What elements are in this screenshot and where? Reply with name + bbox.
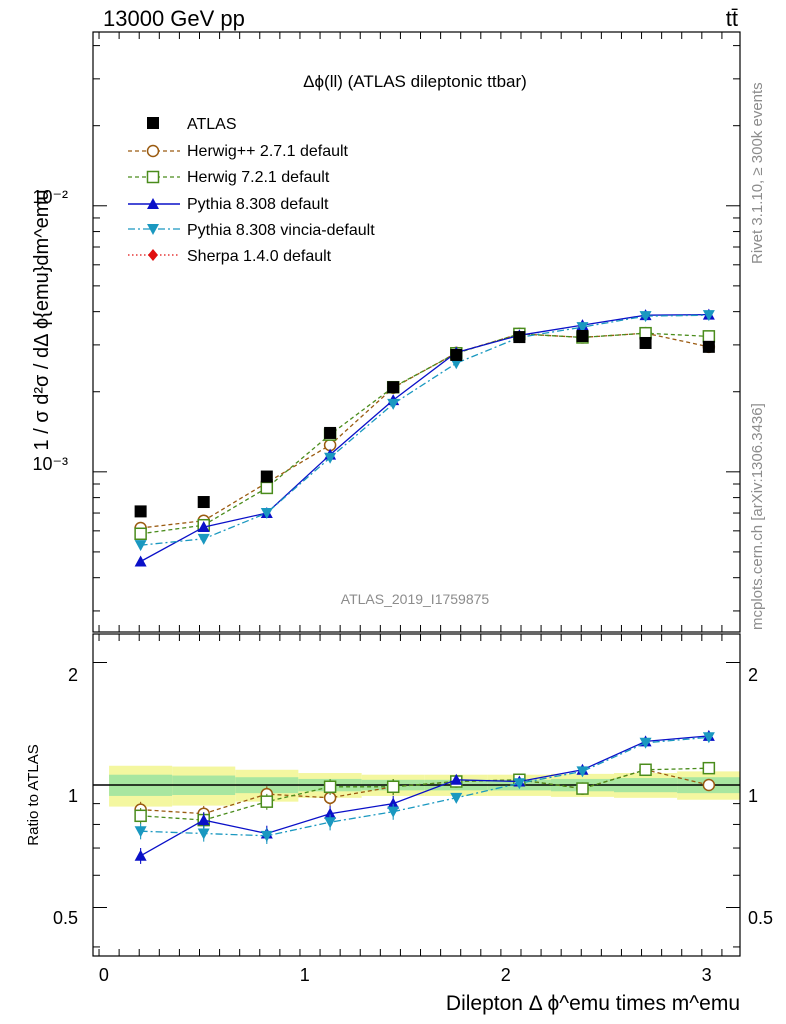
legend-label-pythia: Pythia 8.308 default: [187, 196, 329, 213]
x-tick-label-3: 3: [702, 965, 712, 985]
ratio-line-vincia: [140, 736, 709, 837]
ratio-tick-label-1: 1: [68, 786, 78, 806]
x-tick-label-1: 1: [300, 965, 310, 985]
legend-marker-atlas: [147, 117, 159, 129]
ratio-y-axis-label: Ratio to ATLAS: [25, 744, 42, 845]
ratio-point-vincia: [513, 778, 526, 790]
data-point-atlas: [197, 496, 210, 509]
ratio-point-vincia: [387, 806, 400, 818]
y-tick-label-1e-3: 10⁻³: [32, 454, 68, 474]
data-point-atlas: [134, 505, 147, 518]
ratio-tick-label-2: 2: [68, 665, 78, 685]
ratio-point-pythia: [450, 773, 463, 785]
data-point-vincia: [639, 311, 652, 323]
legend-marker-pythia: [147, 198, 159, 209]
main-axis-ticks: [93, 32, 740, 632]
legend-label-herwigpp: Herwig++ 2.7.1 default: [187, 143, 349, 160]
ratio-point-pythia: [134, 849, 147, 861]
ratio-point-vincia: [260, 830, 273, 842]
data-point-vincia: [387, 398, 400, 410]
ratio-point-herwig7: [639, 763, 652, 777]
data-point-vincia: [324, 452, 337, 464]
series-line-herwig7: [140, 332, 709, 535]
ratio-series-group: [93, 729, 740, 864]
data-point-vincia: [702, 310, 715, 322]
ratio-tick-label-right-1: 1: [748, 786, 758, 806]
data-point-atlas: [260, 470, 273, 483]
ratio-line-pythia: [140, 735, 709, 857]
series-line-pythia: [140, 313, 709, 563]
legend-label-atlas: ATLAS: [187, 116, 237, 133]
main-series-group: [134, 308, 716, 567]
ratio-line-herwig7: [140, 767, 709, 821]
series-line-herwigpp: [140, 332, 710, 529]
x-tick-label-0: 0: [99, 965, 109, 985]
data-point-atlas: [639, 336, 652, 349]
ratio-axis-ticks: [93, 634, 740, 956]
ratio-tick-label-right-2: 2: [748, 665, 758, 685]
mcplots-label: mcplots.cern.ch [arXiv:1306.3436]: [749, 403, 766, 630]
ratio-plot-frame: [92, 633, 741, 957]
data-point-pythia: [134, 555, 147, 567]
chart-title: Δϕ(ll) (ATLAS dileptonic ttbar): [303, 72, 527, 91]
data-point-atlas: [450, 348, 463, 361]
ratio-point-herwig7: [386, 780, 400, 794]
x-tick-labels: 0 1 2 3: [99, 965, 712, 985]
x-axis-label: Dilepton Δ ϕ^emu times m^emu: [446, 992, 740, 1015]
data-point-herwig7: [702, 330, 716, 343]
analysis-watermark: ATLAS_2019_I1759875: [341, 591, 490, 607]
legend-marker-vincia: [147, 224, 159, 235]
ratio-point-pythia: [197, 814, 210, 826]
x-tick-label-2: 2: [501, 965, 511, 985]
ratio-point-vincia: [324, 817, 337, 829]
series-line-vincia: [140, 314, 709, 546]
ratio-point-herwig7: [134, 809, 147, 823]
ratio-point-vincia: [576, 766, 589, 778]
data-point-vincia: [576, 322, 589, 334]
y-tick-label-1e-2: 10⁻²: [32, 187, 68, 207]
data-point-vincia: [197, 533, 210, 545]
ratio-point-vincia: [702, 732, 715, 744]
data-point-herwig7: [260, 481, 274, 495]
ratio-point-vincia: [450, 792, 463, 804]
y-axis-label: 1 / σ d²σ / dΔ ϕ{emu}dm^emu: [31, 190, 53, 451]
data-point-atlas: [576, 329, 589, 342]
ratio-point-herwigpp: [702, 778, 716, 792]
data-point-vincia: [450, 358, 463, 370]
ratio-tick-label-right-0.5: 0.5: [748, 908, 773, 928]
ratio-point-herwig7: [323, 780, 337, 794]
process-label: tt̄: [726, 6, 738, 31]
data-point-vincia: [134, 540, 147, 552]
data-point-atlas: [324, 426, 337, 439]
energy-label: 13000 GeV pp: [103, 6, 245, 31]
main-plot-frame: [92, 31, 741, 633]
data-point-pythia: [197, 521, 210, 533]
legend-label-sherpa: Sherpa 1.4.0 default: [187, 248, 332, 265]
legend-label-herwig7: Herwig 7.2.1 default: [187, 169, 330, 186]
data-point-atlas: [387, 381, 400, 394]
data-point-atlas: [513, 331, 526, 344]
ratio-point-herwig7: [260, 795, 274, 808]
legend-marker-herwig7: [146, 170, 160, 184]
ratio-point-pythia: [387, 797, 400, 809]
data-point-vincia: [260, 508, 273, 520]
ratio-point-herwig7: [576, 782, 589, 795]
ratio-point-pythia: [324, 807, 337, 819]
ratio-tick-label-0.5: 0.5: [53, 908, 78, 928]
ratio-point-vincia: [197, 828, 210, 840]
data-point-herwig7: [134, 527, 147, 541]
rivet-version: Rivet 3.1.10, ≥ 300k events: [749, 82, 766, 264]
legend-marker-herwigpp: [146, 144, 160, 158]
legend-marker-sherpa: [148, 249, 158, 261]
legend-label-vincia: Pythia 8.308 vincia-default: [187, 222, 375, 239]
ratio-point-herwig7: [702, 761, 716, 775]
ratio-point-vincia: [639, 737, 652, 749]
main-y-tick-labels: 10⁻³ 10⁻²: [32, 187, 68, 474]
data-point-atlas: [702, 340, 715, 353]
ratio-point-vincia: [134, 826, 147, 838]
legend: ATLAS Herwig++ 2.7.1 default Herwig 7.2.…: [128, 116, 375, 265]
